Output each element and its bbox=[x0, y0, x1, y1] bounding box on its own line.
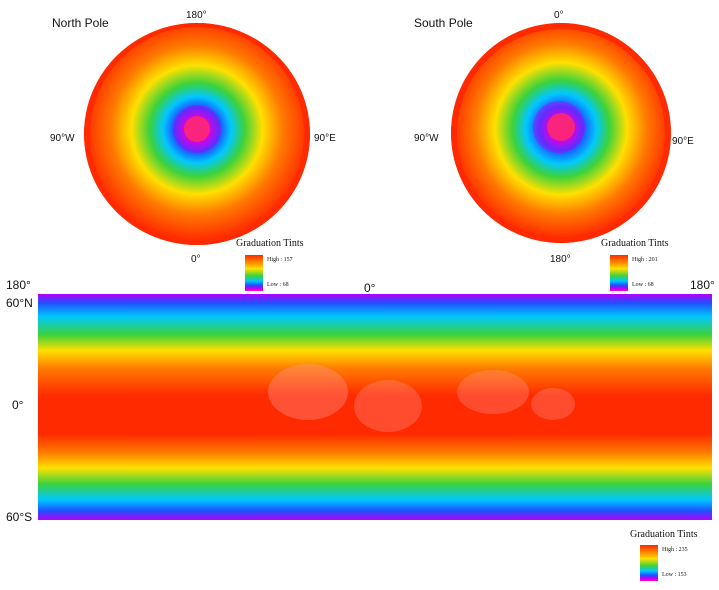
south-legend-high: High : 201 bbox=[632, 257, 658, 263]
global-lat-bottom: 60°S bbox=[6, 510, 33, 524]
north-legend: High : 157 Low : 68 bbox=[245, 255, 315, 295]
north-legend-low: Low : 68 bbox=[267, 282, 289, 288]
global-lon-left: 180° bbox=[6, 278, 31, 292]
south-legend: High : 201 Low : 68 bbox=[610, 255, 680, 295]
south-pole-map bbox=[451, 23, 671, 243]
north-left-label: 90°W bbox=[50, 133, 75, 144]
global-lon-right: 180° bbox=[690, 278, 715, 292]
north-bottom-label: 0° bbox=[191, 254, 201, 265]
north-top-label: 180° bbox=[186, 10, 207, 21]
north-pole-title: North Pole bbox=[52, 16, 109, 30]
global-lon-center: 0° bbox=[364, 281, 376, 295]
south-top-label: 0° bbox=[554, 10, 564, 21]
global-legend-low: Low : 153 bbox=[662, 572, 687, 578]
south-left-label: 90°W bbox=[414, 133, 439, 144]
north-pole-map bbox=[84, 23, 310, 245]
north-legend-high: High : 157 bbox=[267, 257, 293, 263]
global-lat-mid: 0° bbox=[12, 398, 24, 412]
global-legend-title: Graduation Tints bbox=[630, 529, 698, 540]
global-map bbox=[38, 294, 712, 520]
global-legend-gradient bbox=[640, 545, 658, 581]
north-legend-gradient bbox=[245, 255, 263, 291]
south-bottom-label: 180° bbox=[550, 254, 571, 265]
global-lat-top: 60°N bbox=[6, 296, 33, 310]
south-right-label: 90°E bbox=[672, 136, 694, 147]
north-legend-title: Graduation Tints bbox=[236, 238, 304, 249]
south-legend-gradient bbox=[610, 255, 628, 291]
global-legend: High : 235 Low : 153 bbox=[640, 545, 715, 585]
global-legend-high: High : 235 bbox=[662, 547, 688, 553]
south-legend-low: Low : 68 bbox=[632, 282, 654, 288]
south-pole-title: South Pole bbox=[414, 16, 473, 30]
south-legend-title: Graduation Tints bbox=[601, 238, 669, 249]
north-right-label: 90°E bbox=[314, 133, 336, 144]
